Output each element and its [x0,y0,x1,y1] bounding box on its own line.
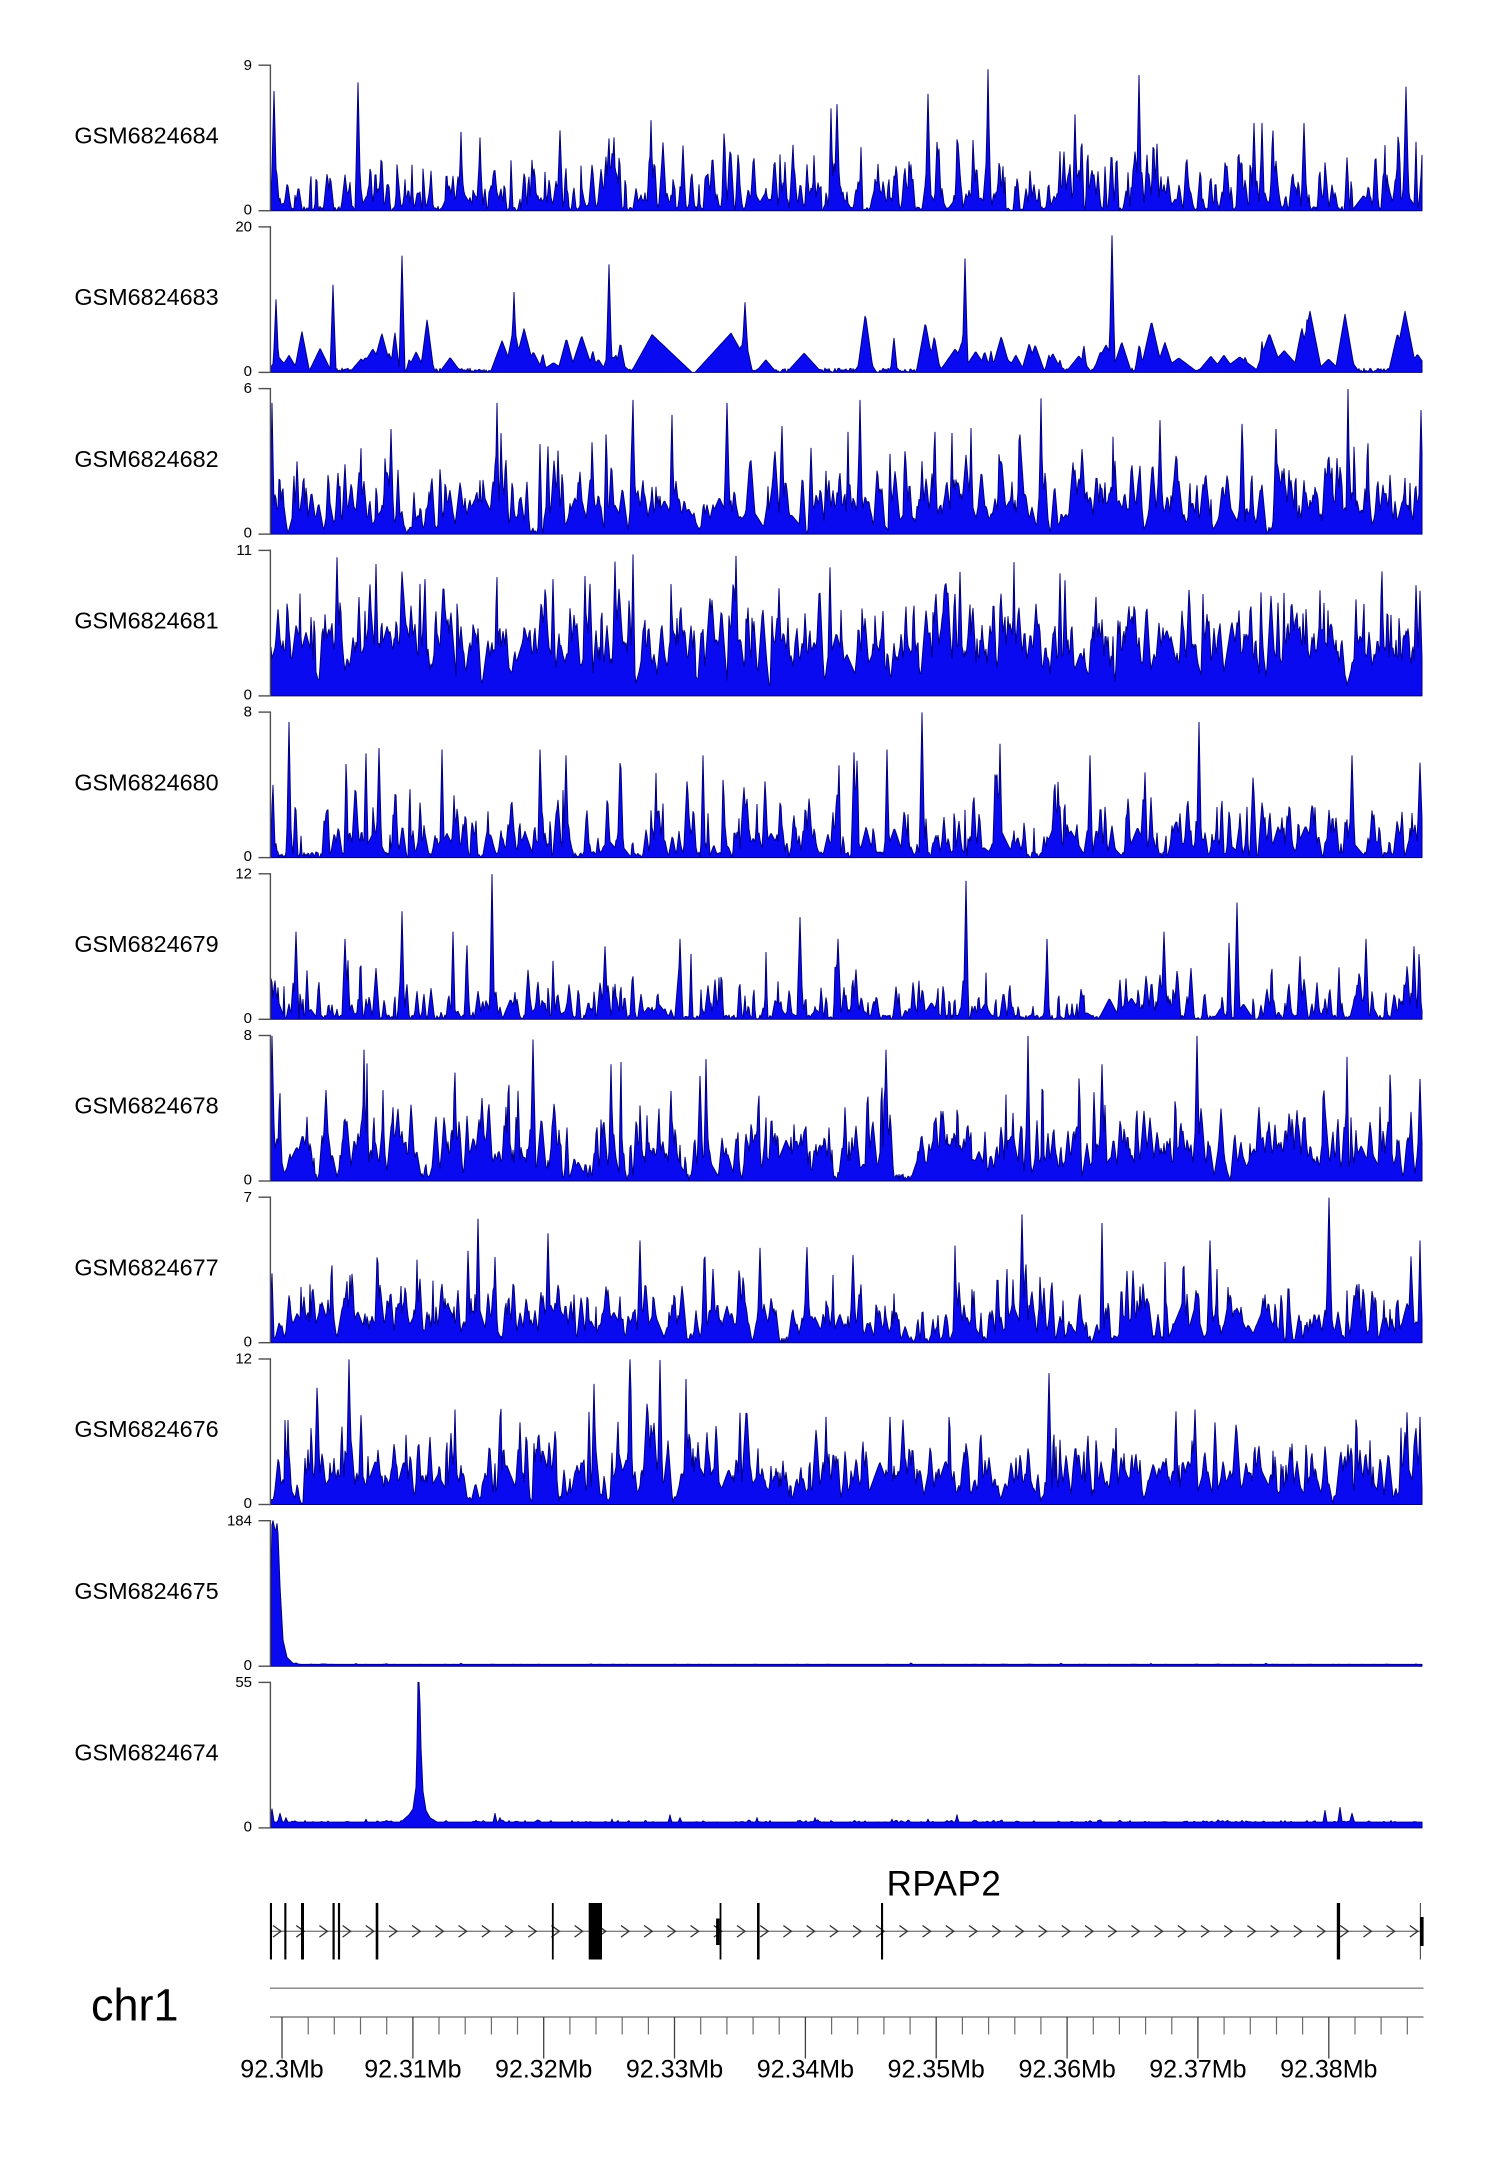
svg-text:0: 0 [244,201,252,218]
svg-text:GSM6824683: GSM6824683 [74,284,218,310]
svg-text:0: 0 [244,1172,252,1189]
svg-text:9: 9 [244,57,252,74]
svg-text:55: 55 [235,1674,252,1691]
svg-text:7: 7 [244,1189,252,1206]
svg-text:0: 0 [244,525,252,542]
svg-text:0: 0 [244,848,252,865]
svg-text:20: 20 [235,219,252,236]
svg-text:11: 11 [236,542,252,559]
svg-text:92.36Mb: 92.36Mb [1018,2056,1115,2084]
svg-text:92.37Mb: 92.37Mb [1149,2056,1246,2084]
svg-text:GSM6824675: GSM6824675 [74,1578,218,1604]
svg-text:GSM6824682: GSM6824682 [74,446,218,472]
svg-text:0: 0 [244,1010,252,1027]
svg-text:0: 0 [244,1333,252,1350]
svg-text:92.38Mb: 92.38Mb [1280,2056,1377,2084]
svg-text:GSM6824680: GSM6824680 [74,769,218,795]
svg-text:GSM6824678: GSM6824678 [74,1093,218,1119]
svg-text:92.32Mb: 92.32Mb [495,2056,592,2084]
svg-text:0: 0 [244,1819,252,1836]
svg-text:12: 12 [235,1351,252,1368]
svg-text:8: 8 [244,1027,252,1044]
svg-text:92.34Mb: 92.34Mb [757,2056,854,2084]
svg-text:92.31Mb: 92.31Mb [364,2056,461,2084]
svg-text:chr1: chr1 [91,1980,179,2031]
svg-text:8: 8 [244,704,252,721]
svg-text:GSM6824681: GSM6824681 [74,608,218,634]
svg-text:92.33Mb: 92.33Mb [626,2056,723,2084]
svg-text:184: 184 [227,1512,252,1529]
svg-text:0: 0 [244,363,252,380]
svg-text:6: 6 [244,380,252,397]
svg-text:0: 0 [244,687,252,704]
svg-text:0: 0 [244,1495,252,1512]
svg-text:92.35Mb: 92.35Mb [888,2056,985,2084]
svg-text:GSM6824684: GSM6824684 [74,122,218,148]
svg-text:0: 0 [244,1657,252,1674]
svg-text:92.3Mb: 92.3Mb [240,2056,323,2084]
svg-text:12: 12 [235,865,252,882]
svg-text:GSM6824674: GSM6824674 [74,1740,218,1766]
svg-text:GSM6824676: GSM6824676 [74,1416,218,1442]
svg-text:GSM6824677: GSM6824677 [74,1254,218,1280]
svg-text:GSM6824679: GSM6824679 [74,931,218,957]
svg-text:RPAP2: RPAP2 [887,1865,1002,1904]
